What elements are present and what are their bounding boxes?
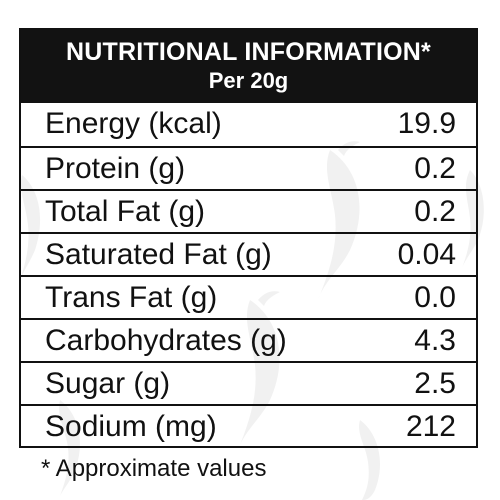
header-subtitle: Per 20g: [208, 68, 289, 93]
row-label: Sugar (g): [45, 367, 171, 400]
row-value: 4.3: [414, 324, 456, 357]
table-row: Protein (g) 0.2: [21, 146, 476, 189]
row-value: 212: [405, 410, 456, 443]
table-row: Carbohydrates (g) 4.3: [21, 318, 476, 361]
row-value: 0.04: [397, 238, 456, 271]
row-label: Protein (g): [45, 152, 186, 185]
nutrition-header: NUTRITIONAL INFORMATION* Per 20g: [21, 30, 476, 103]
nutrition-rows: Energy (kcal) 19.9 Protein (g) 0.2 Total…: [21, 103, 476, 447]
row-value: 0.2: [414, 152, 456, 185]
table-row: Trans Fat (g) 0.0: [21, 275, 476, 318]
table-row: Sodium (mg) 212: [21, 404, 476, 447]
nutrition-table: NUTRITIONAL INFORMATION* Per 20g Energy …: [19, 28, 478, 448]
row-value: 0.2: [414, 195, 456, 228]
row-label: Sodium (mg): [45, 410, 217, 443]
footnote: * Approximate values: [41, 455, 267, 482]
table-row: Sugar (g) 2.5: [21, 361, 476, 404]
row-label: Saturated Fat (g): [45, 238, 272, 271]
table-row: Total Fat (g) 0.2: [21, 189, 476, 232]
row-value: 19.9: [397, 107, 456, 140]
header-title: NUTRITIONAL INFORMATION*: [66, 38, 431, 66]
row-label: Trans Fat (g): [45, 281, 218, 314]
row-value: 0.0: [414, 281, 456, 314]
table-row: Energy (kcal) 19.9: [21, 103, 476, 146]
row-label: Carbohydrates (g): [45, 324, 287, 357]
table-row: Saturated Fat (g) 0.04: [21, 232, 476, 275]
row-label: Total Fat (g): [45, 195, 206, 228]
row-value: 2.5: [414, 367, 456, 400]
row-label: Energy (kcal): [45, 107, 222, 140]
